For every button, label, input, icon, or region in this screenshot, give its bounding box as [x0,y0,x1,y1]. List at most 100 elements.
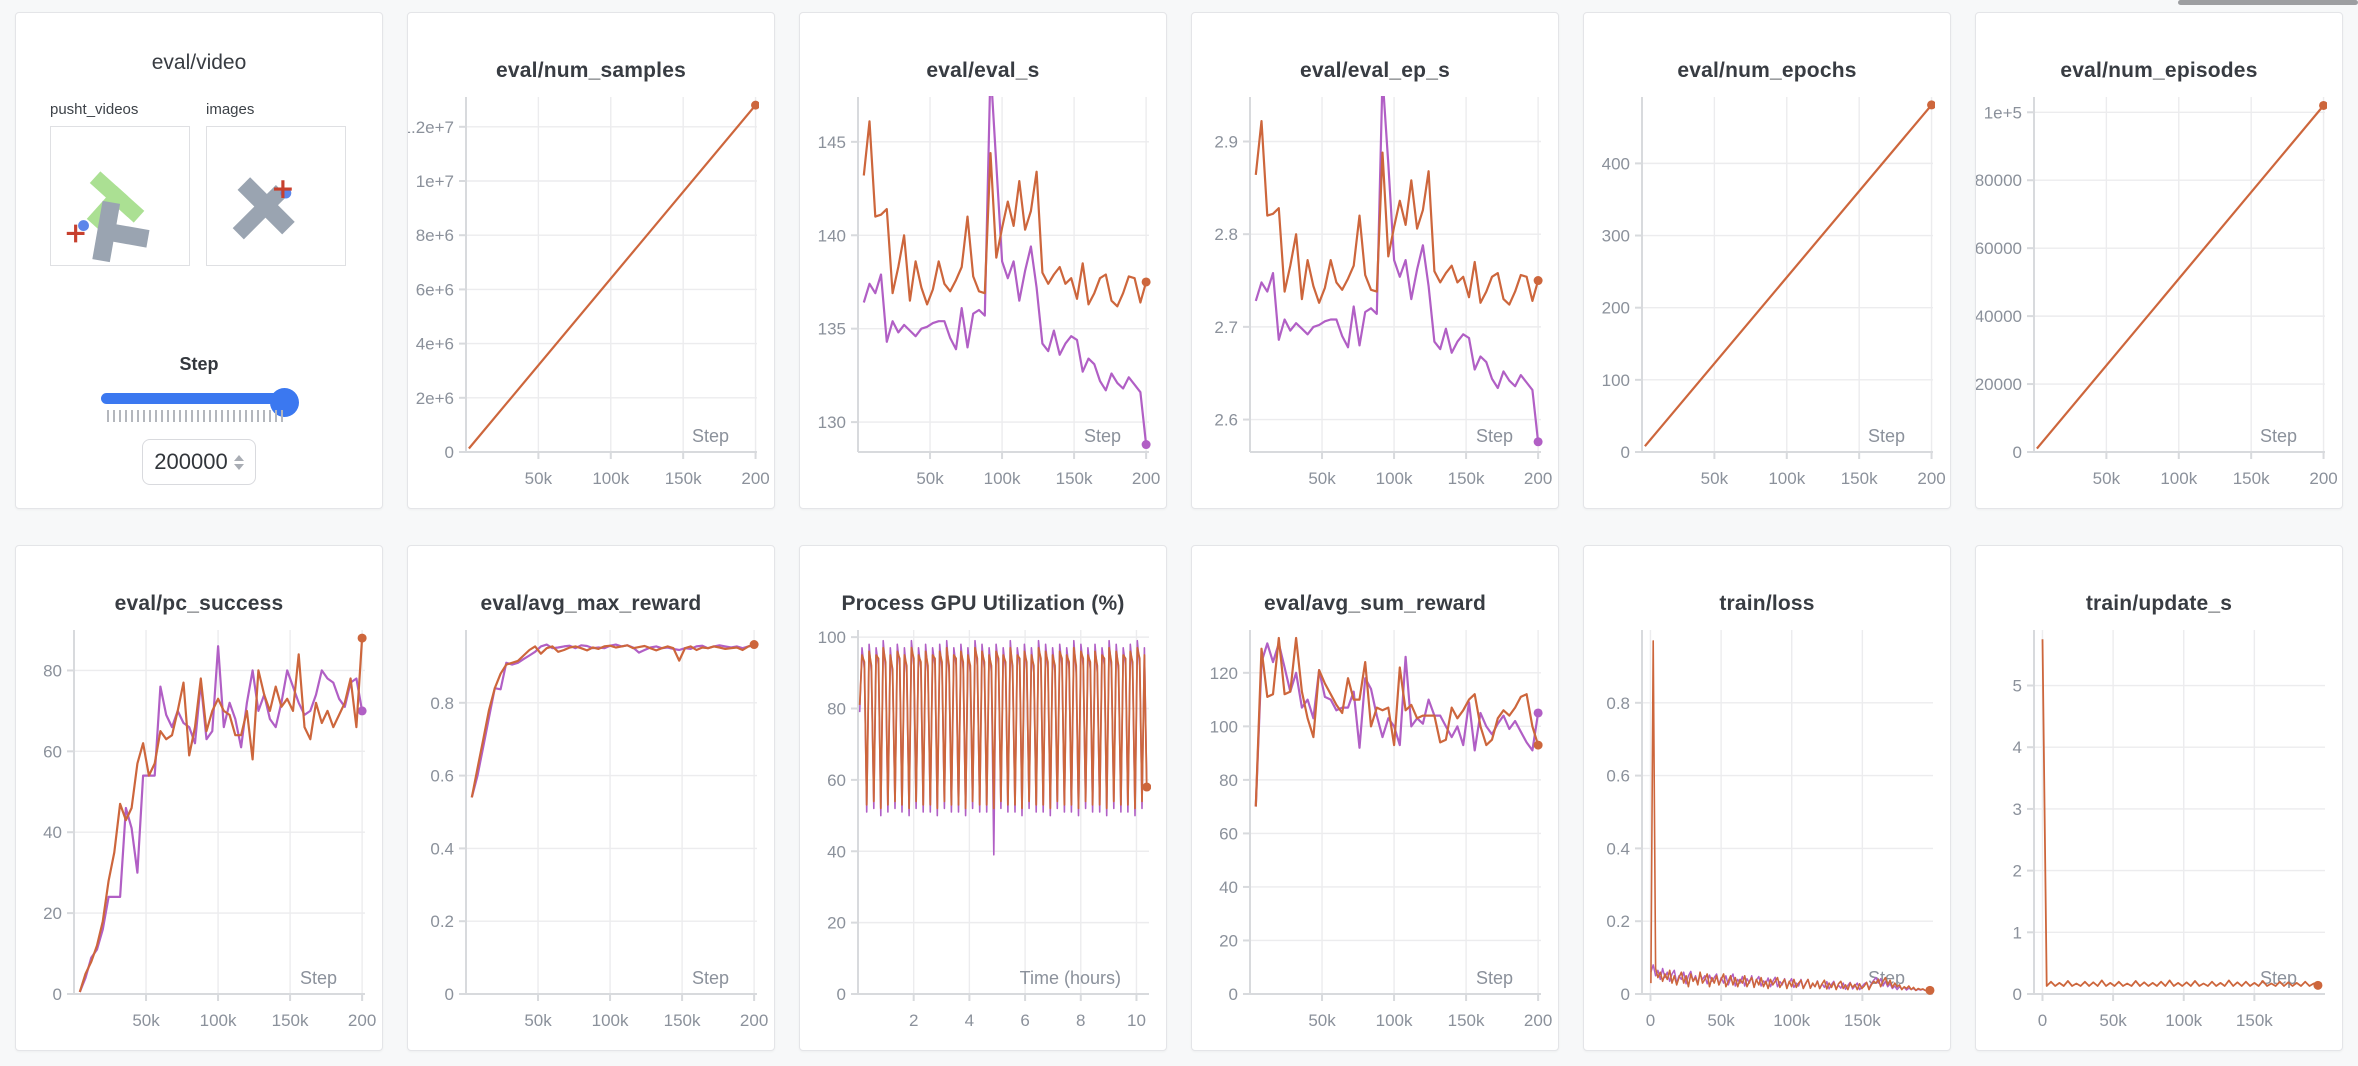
chart-panel-train-loss: train/loss 0 0.2 0.4 0.6 0.8 0 50k 100k 150k Step [1583,545,1951,1051]
svg-text:60: 60 [1219,824,1238,843]
svg-text:100k: 100k [1773,1011,1810,1030]
target-cross-icon [274,180,292,198]
svg-text:0: 0 [1621,985,1630,1004]
chart-plot[interactable]: 0 20 40 60 80 50k 100k 150k 200 Step [16,620,380,1048]
svg-text:200: 200 [1524,1011,1552,1030]
svg-text:80: 80 [827,700,846,719]
svg-text:50k: 50k [525,469,553,488]
svg-text:50k: 50k [1707,1011,1735,1030]
svg-text:0.4: 0.4 [1606,839,1630,858]
svg-text:40000: 40000 [1976,307,2022,326]
svg-text:0.8: 0.8 [430,694,454,713]
svg-text:Time (hours): Time (hours) [1020,968,1121,988]
video-panel: eval/video pusht_videos [15,12,383,509]
slider-track[interactable] [101,388,299,417]
svg-text:100k: 100k [1376,469,1413,488]
svg-text:20: 20 [43,904,62,923]
svg-text:100: 100 [1602,371,1630,390]
svg-text:100k: 100k [2160,469,2197,488]
chart-title: eval/num_epochs [1677,59,1857,82]
svg-text:0.6: 0.6 [1606,767,1630,786]
chart-plot[interactable]: 0 2e+6 4e+6 6e+6 8e+6 1e+7 1.2e+7 50k 100k 150k 20… [408,87,772,506]
panel-title: eval/video [151,51,247,74]
svg-text:120: 120 [1210,664,1238,683]
chart-title: train/loss [1719,592,1815,615]
chart-plot[interactable]: 0 0.2 0.4 0.6 0.8 0 50k 100k 150k Step [1584,620,1948,1048]
svg-text:300: 300 [1602,227,1630,246]
video-thumbnail-pusht[interactable] [50,126,190,266]
svg-text:50k: 50k [1308,1011,1336,1030]
step-slider-label: Step [179,354,219,374]
chart-title: eval/avg_sum_reward [1263,592,1487,615]
chart-plot[interactable]: 0 20 40 60 80 100 120 50k 100k 150k 200 Step [1192,620,1556,1048]
svg-text:8e+6: 8e+6 [416,226,454,245]
pusht-scene-image [66,171,150,263]
svg-text:6: 6 [1020,1011,1029,1030]
chart-title: eval/pc_success [114,592,284,615]
svg-text:150k: 150k [1056,469,1093,488]
svg-text:1: 1 [2013,923,2022,942]
chart-panel-num-samples: eval/num_samples 0 2e+6 4e+6 6e+6 8e+6 1e+7 1.… [407,12,775,509]
svg-text:0: 0 [837,985,846,1004]
chart-panel-pc-success: eval/pc_success 0 20 40 60 80 50k 100k 150k 200 S… [15,545,383,1051]
svg-text:0: 0 [2013,443,2022,462]
svg-text:200: 200 [741,469,769,488]
chart-panel-avg-sum-reward: eval/avg_sum_reward 0 20 40 60 80 100 120 50k 10… [1191,545,1559,1051]
svg-text:150k: 150k [272,1011,309,1030]
slider-tick-marks [107,410,287,422]
chart-plot[interactable]: 2.6 2.7 2.8 2.9 50k 100k 150k 200 Step [1192,87,1556,506]
spinner-up-icon[interactable] [233,454,244,461]
svg-text:40: 40 [43,823,62,842]
chart-title: eval/num_samples [496,59,686,82]
svg-text:1e+7: 1e+7 [416,172,454,191]
chart-plot[interactable]: 0 20 40 60 80 100 2 4 6 8 10 Time (hours) [800,620,1164,1048]
chart-plot[interactable]: 0 100 200 300 400 50k 100k 150k 200 Step [1584,87,1948,506]
svg-text:2: 2 [2013,862,2022,881]
step-slider[interactable] [101,388,299,423]
spinner-down-icon[interactable] [233,463,244,470]
svg-text:2.6: 2.6 [1214,411,1238,430]
svg-text:Step: Step [1084,426,1121,446]
svg-text:8: 8 [1076,1011,1085,1030]
svg-text:100k: 100k [592,1011,629,1030]
media-label: images [206,101,255,118]
chart-plot[interactable]: 130 135 140 145 50k 100k 150k 200 Step [800,87,1164,506]
chart-panel-num-epochs: eval/num_epochs 0 100 200 300 400 50k 100k 150k… [1583,12,1951,509]
svg-text:100k: 100k [2165,1011,2202,1030]
svg-text:200: 200 [740,1011,768,1030]
chart-title: eval/avg_max_reward [480,592,702,615]
svg-text:2.9: 2.9 [1214,132,1238,151]
media-item-pusht: pusht_videos [50,101,206,266]
panel-grid: eval/video pusht_videos [15,12,2343,1051]
svg-text:0: 0 [53,985,62,1004]
step-input[interactable]: 200000 [142,439,256,485]
chart-plot[interactable]: 0 20000 40000 60000 80000 1e+5 50k 100k 150k 200 S… [1976,87,2340,506]
horizontal-scrollbar-thumb[interactable] [2178,0,2358,5]
svg-text:100: 100 [818,628,846,647]
chart-plot[interactable]: 0 0.2 0.4 0.6 0.8 50k 100k 150k 200 Step [408,620,772,1048]
chart-title: eval/eval_ep_s [1300,59,1450,82]
svg-text:5: 5 [2013,677,2022,696]
chart-panel-eval-ep-s: eval/eval_ep_s 2.6 2.7 2.8 2.9 50k 100k 150k 20… [1191,12,1559,509]
chart-title: train/update_s [2085,592,2233,615]
svg-text:200: 200 [1524,469,1552,488]
svg-text:6e+6: 6e+6 [416,280,454,299]
chart-title: eval/eval_s [926,59,1040,82]
svg-text:Step: Step [1476,968,1513,988]
svg-text:4: 4 [965,1011,974,1030]
svg-text:150k: 150k [664,1011,701,1030]
media-label: pusht_videos [50,101,139,118]
svg-text:Step: Step [692,968,729,988]
chart-title: Process GPU Utilization (%) [841,592,1125,615]
svg-text:100: 100 [1210,717,1238,736]
svg-text:1e+5: 1e+5 [1984,103,2022,122]
svg-text:Step: Step [692,426,729,446]
svg-text:60: 60 [827,771,846,790]
video-thumbnail-images[interactable] [206,126,346,266]
svg-text:80: 80 [1219,771,1238,790]
svg-text:140: 140 [818,226,846,245]
chart-panel-gpu-utilization: Process GPU Utilization (%) 0 20 40 60 80 100… [799,545,1167,1051]
svg-text:135: 135 [818,320,846,339]
svg-text:Step: Step [1868,968,1905,988]
